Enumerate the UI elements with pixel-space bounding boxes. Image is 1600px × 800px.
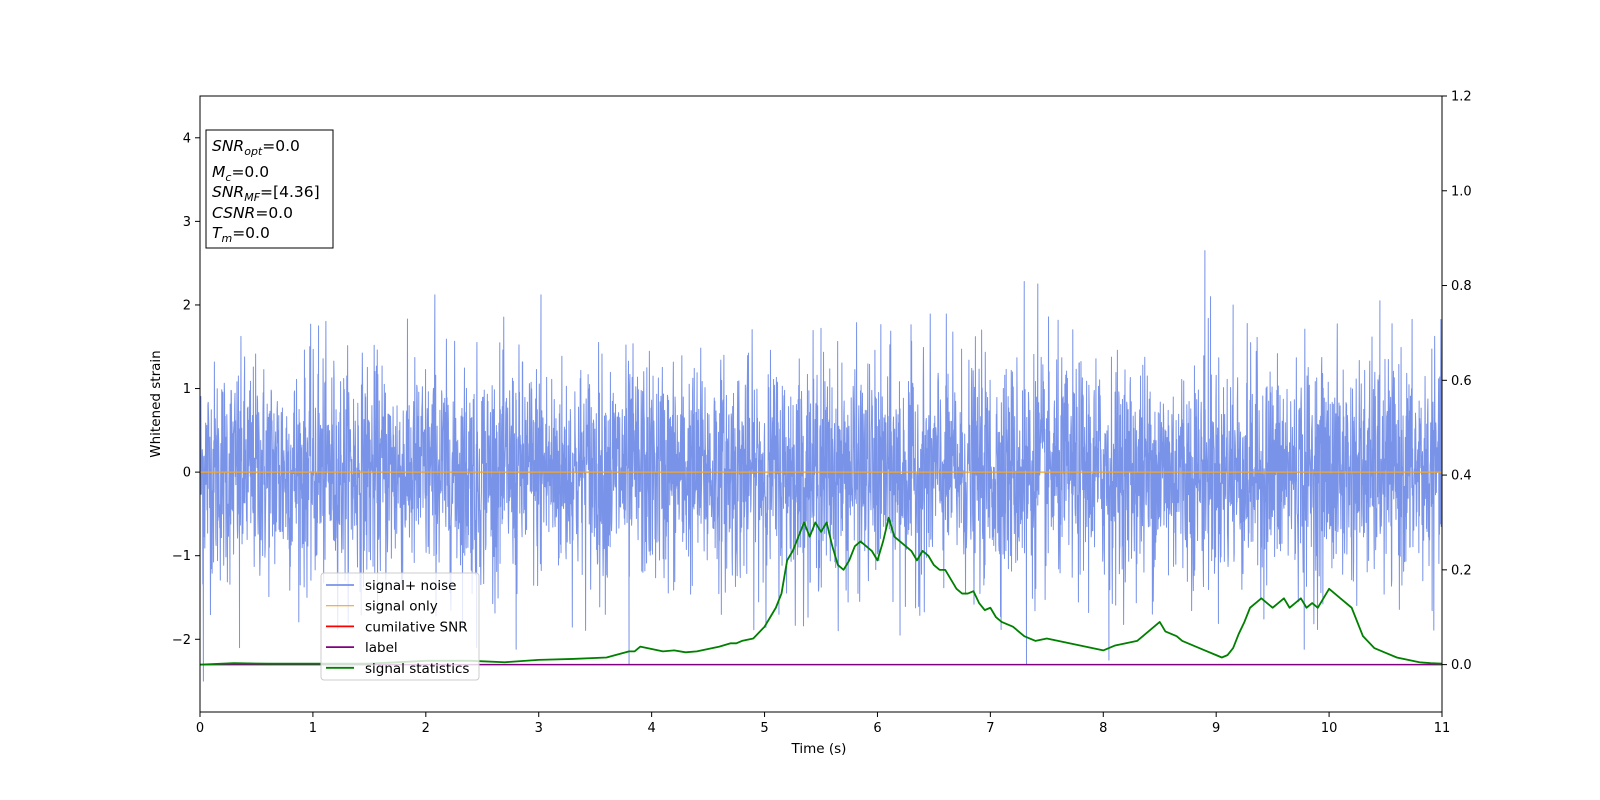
legend-label-text: signal only [365, 599, 438, 615]
snr-opt-text: SNRopt=0.0 [212, 137, 300, 158]
signal-noise-line [200, 250, 1442, 682]
x-tick-label: 5 [760, 721, 768, 736]
y-tick-label: 3 [183, 215, 191, 230]
y-tick-label: 0 [183, 466, 191, 481]
legend-label-text: signal statistics [365, 661, 469, 677]
x-tick-label: 9 [1212, 721, 1220, 736]
legend-signal-statistics: signal statistics [326, 661, 469, 677]
x-tick-label: 2 [422, 721, 430, 736]
signal-statistics-line [200, 516, 1442, 666]
y2-tick-label: 0.2 [1451, 563, 1472, 578]
x-axis-label: Time (s) [791, 741, 847, 757]
info-box: SNRopt=0.0 Mc=0.0 SNRMF=[4.36] CSNR=0.0 … [205, 129, 334, 249]
y2-tick-label: 0.8 [1451, 279, 1472, 294]
y2-tick-label: 0.4 [1451, 469, 1472, 484]
y2-tick-label: 0.6 [1451, 374, 1472, 389]
snr-mf-text: SNRMF=[4.36] [212, 183, 320, 204]
x-tick-label: 8 [1099, 721, 1107, 736]
x-tick-label: 0 [196, 721, 204, 736]
axes-frame [199, 95, 1443, 713]
legend-label: label [326, 640, 398, 656]
y-tick-label: 2 [183, 298, 191, 313]
x-tick-label: 10 [1321, 721, 1338, 736]
x-tick-label: 6 [873, 721, 881, 736]
y-axis-label: Whitened strain [148, 350, 164, 457]
legend-signal-only: signal only [326, 599, 438, 615]
x-tick-label: 1 [309, 721, 317, 736]
legend-label-text: signal+ noise [365, 578, 456, 594]
axis-ticks: 0 1 2 3 4 5 6 7 8 9 10 11 −2 −1 0 1 2 3 4 0.0 0.2 0.4 0.6 0.8 1.… [172, 90, 1472, 737]
legend-signal-noise: signal+ noise [326, 578, 456, 594]
y-tick-label: −1 [172, 549, 191, 564]
legend-label-text: label [365, 640, 398, 656]
x-tick-label: 11 [1434, 721, 1451, 736]
y-tick-label: −2 [172, 633, 191, 648]
legend-cumulative-snr: cumilative SNR [326, 619, 468, 635]
legend-label-text: cumilative SNR [365, 619, 468, 635]
y2-tick-label: 0.0 [1451, 658, 1472, 673]
tm-text: Tm=0.0 [212, 224, 270, 245]
y-tick-label: 4 [183, 131, 191, 146]
csnr-text: CSNR=0.0 [212, 204, 293, 222]
y-tick-label: 1 [183, 382, 191, 397]
x-tick-label: 4 [647, 721, 655, 736]
y2-tick-label: 1.0 [1451, 184, 1472, 199]
info-box-frame [205, 129, 334, 249]
x-tick-label: 3 [535, 721, 543, 736]
y2-tick-label: 1.2 [1451, 90, 1472, 105]
mc-text: Mc=0.0 [212, 163, 269, 184]
x-tick-label: 7 [986, 721, 994, 736]
legend: signal+ noise signal only cumilative SNR la… [320, 572, 480, 681]
legend-frame [320, 572, 480, 681]
